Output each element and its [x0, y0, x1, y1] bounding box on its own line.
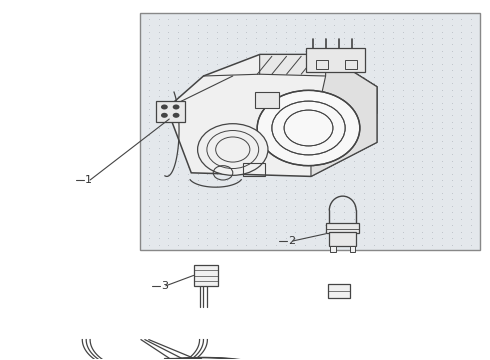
Polygon shape [167, 54, 377, 176]
Bar [316, 60, 328, 69]
Bar [345, 60, 357, 69]
Circle shape [161, 104, 168, 109]
Bar [243, 163, 265, 176]
Circle shape [172, 104, 179, 109]
Circle shape [172, 113, 179, 118]
Bar [328, 284, 350, 298]
Bar [330, 246, 336, 252]
Bar [349, 246, 355, 252]
Bar [164, 358, 201, 360]
Bar [156, 101, 185, 122]
Bar [326, 223, 359, 233]
Text: 2: 2 [288, 236, 295, 246]
Text: 3: 3 [161, 281, 168, 291]
Circle shape [161, 113, 168, 118]
Circle shape [197, 124, 268, 175]
Circle shape [257, 90, 360, 166]
Text: 1: 1 [85, 175, 92, 185]
Bar [306, 48, 365, 72]
Bar [255, 92, 279, 108]
Polygon shape [311, 54, 377, 176]
Polygon shape [260, 54, 377, 114]
Bar [329, 232, 356, 246]
Bar [194, 265, 218, 286]
FancyBboxPatch shape [140, 13, 480, 250]
